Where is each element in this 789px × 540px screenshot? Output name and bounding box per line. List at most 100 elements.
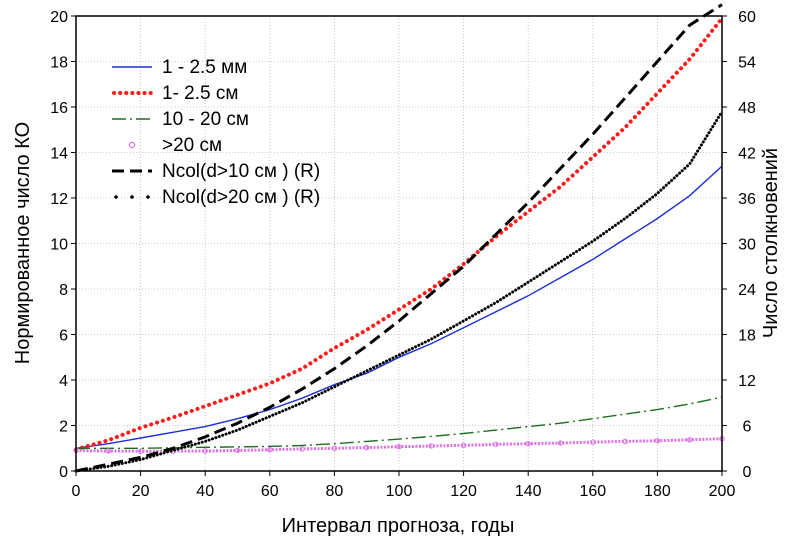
y-tick-label: 6 — [59, 328, 68, 345]
data-point — [302, 402, 303, 403]
series-line — [74, 110, 724, 473]
data-point — [366, 345, 367, 346]
data-point — [108, 443, 109, 444]
data-point — [495, 429, 496, 430]
data-point — [528, 426, 529, 427]
data-point — [625, 414, 626, 415]
y-tick-label: 14 — [50, 146, 68, 163]
data-point — [625, 238, 626, 239]
data-point — [140, 437, 141, 438]
data-point — [302, 445, 303, 446]
x-tick-label: 60 — [261, 483, 279, 500]
data-point — [366, 370, 367, 371]
series-5 — [75, 3, 723, 473]
legend-label: 1- 2.5 см — [162, 83, 238, 104]
data-point — [396, 443, 402, 450]
data-point — [431, 436, 432, 437]
x-tick-label: 80 — [326, 483, 344, 500]
data-point — [463, 263, 464, 264]
data-point — [267, 447, 273, 453]
data-point — [398, 357, 399, 358]
data-point — [460, 442, 467, 448]
y-right-tick-label: 18 — [738, 328, 756, 345]
data-point — [334, 384, 335, 385]
y-right-tick-label: 30 — [738, 237, 756, 254]
x-tick-labels: 0 20 40 60 80 100 120 140 160 180 200 — [72, 483, 736, 500]
data-point — [592, 156, 593, 157]
legend-swatch — [146, 195, 150, 199]
y-axis-title: Нормированное число КО — [12, 122, 34, 364]
data-point — [205, 406, 206, 407]
data-point — [269, 383, 270, 384]
y-right-tick-labels: 0 6 12 18 24 30 36 42 48 54 60 — [738, 9, 756, 481]
data-point — [657, 409, 658, 410]
data-point — [172, 417, 173, 418]
data-point — [625, 127, 626, 128]
y-right-tick-label: 6 — [743, 419, 752, 436]
data-point — [237, 446, 238, 447]
data-point — [366, 373, 367, 374]
ticks — [71, 15, 727, 476]
data-point — [108, 464, 109, 465]
x-axis-title: Интервал прогноза, годы — [282, 515, 515, 537]
data-point — [689, 25, 690, 26]
data-point — [689, 163, 690, 164]
data-point — [105, 448, 112, 454]
legend: 1 - 2.5 мм 1- 2.5 см 10 - 20 см >20 см Ncol(… — [112, 57, 320, 208]
legend-swatch — [114, 195, 118, 199]
data-point — [495, 311, 496, 312]
data-point — [302, 398, 303, 399]
legend-item-4: >20 см — [128, 135, 222, 156]
data-point — [528, 282, 529, 283]
y-right-tick-label: 54 — [738, 55, 756, 72]
data-point — [654, 438, 661, 444]
y-right-tick-label: 24 — [738, 282, 756, 299]
data-point — [202, 448, 208, 454]
data-point — [334, 368, 335, 369]
data-point — [108, 440, 109, 441]
y-tick-labels: 0 2 4 6 8 10 12 14 16 18 20 — [50, 9, 68, 481]
data-point — [557, 440, 564, 446]
data-point — [334, 443, 335, 444]
series-1 — [75, 165, 723, 449]
data-point — [463, 266, 464, 267]
y-right-tick-label: 36 — [738, 191, 756, 208]
legend-label: Ncol(d>10 см ) (R) — [162, 161, 320, 182]
series-line — [75, 437, 723, 453]
data-point — [721, 4, 722, 5]
legend-item-1: 1 - 2.5 мм — [112, 57, 247, 78]
data-point — [528, 295, 529, 296]
series-line — [75, 165, 723, 449]
data-point — [625, 218, 626, 219]
legend-swatch — [128, 141, 136, 149]
data-point — [302, 368, 303, 369]
x-tick-label: 0 — [72, 483, 81, 500]
y-right-tick-label: 60 — [738, 9, 756, 26]
y-tick-label: 4 — [59, 373, 68, 390]
x-tick-label: 140 — [515, 483, 542, 500]
data-point — [172, 450, 173, 451]
data-point — [334, 348, 335, 349]
y-tick-label: 18 — [50, 55, 68, 72]
legend-label: Ncol(d>20 см ) (R) — [162, 187, 320, 208]
data-point — [299, 446, 305, 452]
x-tick-label: 180 — [644, 483, 671, 500]
data-point — [657, 61, 658, 62]
x-tick-label: 120 — [450, 483, 477, 500]
data-point — [625, 97, 626, 98]
data-point — [431, 343, 432, 344]
data-point — [560, 261, 561, 262]
y-tick-label: 8 — [59, 282, 68, 299]
data-point — [302, 389, 303, 390]
legend-label: 10 - 20 см — [162, 109, 249, 130]
data-point — [237, 394, 238, 395]
data-point — [528, 211, 529, 212]
data-point — [657, 193, 658, 194]
data-point — [398, 309, 399, 310]
legend-item-2: 1- 2.5 см — [112, 83, 238, 104]
data-point — [269, 446, 270, 447]
data-point — [237, 418, 238, 419]
legend-item-3: 10 - 20 см — [112, 109, 249, 130]
data-point — [205, 447, 206, 448]
data-point — [269, 407, 270, 408]
